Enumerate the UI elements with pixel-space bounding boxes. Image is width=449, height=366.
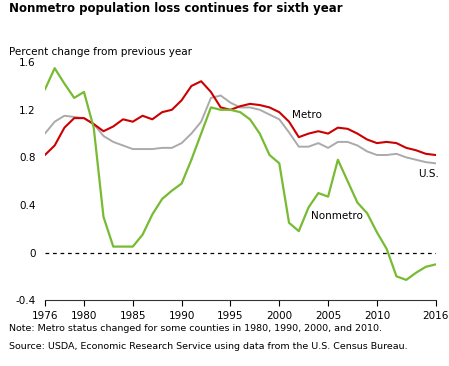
Text: Metro: Metro (292, 109, 322, 120)
Text: Source: USDA, Economic Research Service using data from the U.S. Census Bureau.: Source: USDA, Economic Research Service … (9, 342, 408, 351)
Text: Nonmetro: Nonmetro (311, 211, 362, 221)
Text: U.S.: U.S. (418, 169, 439, 179)
Text: Note: Metro status changed for some counties in 1980, 1990, 2000, and 2010.: Note: Metro status changed for some coun… (9, 324, 382, 333)
Text: Nonmetro population loss continues for sixth year: Nonmetro population loss continues for s… (9, 2, 343, 15)
Text: Percent change from previous year: Percent change from previous year (9, 47, 192, 57)
